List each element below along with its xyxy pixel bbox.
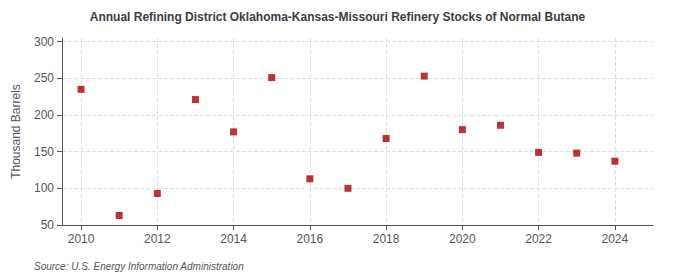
svg-text:300: 300 [34, 35, 54, 49]
svg-text:200: 200 [34, 108, 54, 122]
svg-text:2022: 2022 [525, 232, 552, 246]
svg-text:2012: 2012 [144, 232, 171, 246]
svg-text:2010: 2010 [68, 232, 95, 246]
svg-text:2020: 2020 [449, 232, 476, 246]
svg-text:100: 100 [34, 181, 54, 195]
svg-text:150: 150 [34, 145, 54, 159]
svg-text:250: 250 [34, 71, 54, 85]
svg-text:2018: 2018 [373, 232, 400, 246]
svg-text:2016: 2016 [296, 232, 323, 246]
svg-text:Thousand Barrels: Thousand Barrels [9, 84, 23, 179]
svg-text:2014: 2014 [220, 232, 247, 246]
svg-text:50: 50 [41, 218, 55, 232]
svg-text:2024: 2024 [602, 232, 629, 246]
svg-text:Source: U.S. Energy Informatio: Source: U.S. Energy Information Administ… [34, 261, 244, 272]
svg-text:Annual Refining District Oklah: Annual Refining District Oklahoma-Kansas… [90, 10, 586, 24]
